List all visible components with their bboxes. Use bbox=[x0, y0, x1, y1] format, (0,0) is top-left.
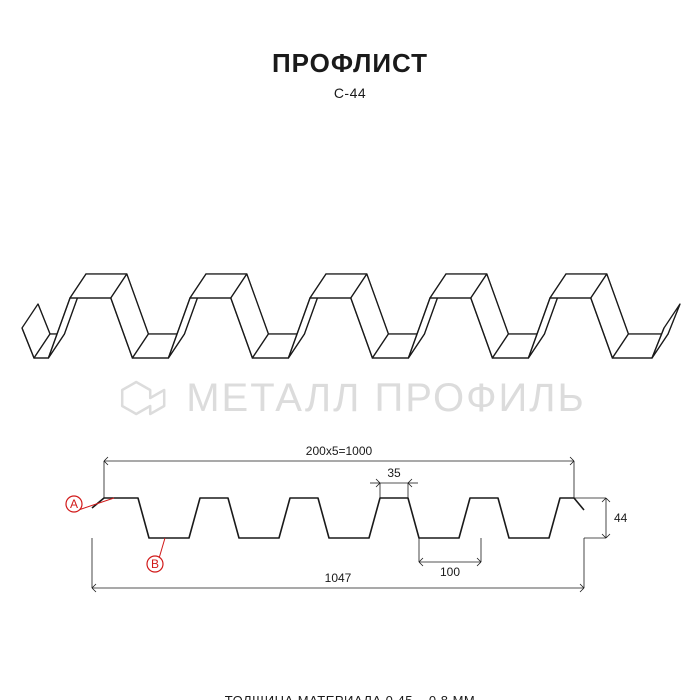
model-code: С-44 bbox=[0, 85, 700, 101]
svg-text:100: 100 bbox=[440, 565, 460, 579]
svg-text:200x5=1000: 200x5=1000 bbox=[306, 444, 373, 458]
marker-a-label: A bbox=[70, 497, 78, 511]
svg-text:1047: 1047 bbox=[325, 571, 352, 585]
isometric-view bbox=[0, 208, 700, 408]
marker-b-label: B bbox=[151, 557, 159, 571]
svg-text:35: 35 bbox=[387, 466, 401, 480]
material-thickness-note: ТОЛЩИНА МАТЕРИАЛА 0,45 – 0,8 ММ bbox=[0, 693, 700, 700]
profile-path bbox=[92, 498, 584, 538]
cross-section-view: 200x5=1000 35 100 1047 44 A B bbox=[0, 443, 700, 613]
page-title: ПРОФЛИСТ bbox=[0, 48, 700, 79]
svg-text:44: 44 bbox=[614, 511, 628, 525]
